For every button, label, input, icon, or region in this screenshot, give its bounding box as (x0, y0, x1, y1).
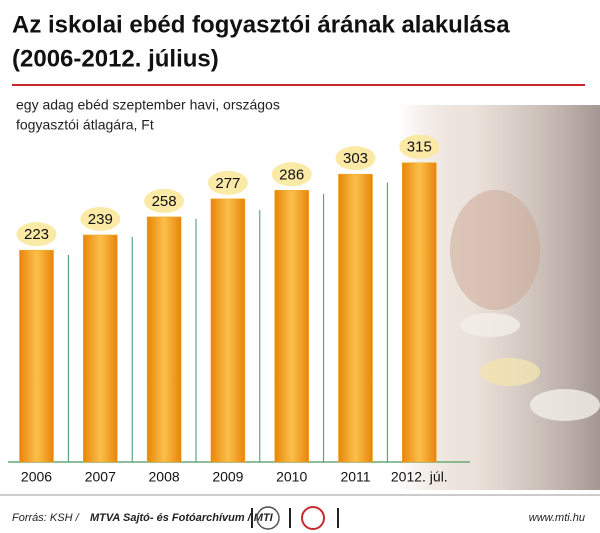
value-badge (80, 206, 121, 231)
bar (210, 198, 246, 463)
bar (83, 234, 118, 463)
source: MTVA Sajtó- és Fotóarchívum / MTI (90, 512, 274, 524)
x-tick-label: 2007 (85, 469, 116, 485)
bar (274, 190, 309, 463)
x-tick-label: 2009 (212, 469, 243, 485)
subtitle: fogyasztói átlagára, Ft (16, 117, 154, 133)
value-label: 315 (407, 139, 432, 156)
value-label: 277 (215, 175, 240, 192)
x-tick-label: 2010 (276, 469, 307, 485)
photo-plate (460, 313, 520, 337)
bar (146, 216, 182, 463)
value-label: 258 (152, 193, 177, 210)
logo (256, 506, 280, 530)
value-label: 303 (343, 150, 368, 167)
subtitle: egy adag ebéd szeptember havi, országos (16, 97, 280, 113)
x-tick-label: 2006 (21, 469, 52, 485)
value-badge (144, 188, 185, 213)
value-badge (207, 170, 248, 195)
value-badge (399, 134, 440, 159)
x-tick-label: 2011 (340, 469, 370, 485)
source-prefix: Forrás: KSH / (12, 512, 80, 524)
value-label: 239 (88, 211, 113, 228)
bar (338, 173, 373, 463)
photo-child (450, 190, 540, 310)
value-badge (271, 162, 312, 187)
photo-plate (530, 389, 600, 421)
value-badge (16, 222, 57, 247)
logo (301, 506, 325, 530)
value-badge (335, 146, 376, 171)
bar (19, 249, 54, 463)
value-label: 223 (24, 226, 49, 243)
value-label: 286 (279, 166, 304, 183)
x-tick-label: 2012. júl. (391, 469, 448, 485)
photo-plate (480, 358, 540, 386)
title: Az iskolai ebéd fogyasztói árának alakul… (12, 11, 510, 38)
x-tick-label: 2008 (149, 469, 180, 485)
website: www.mti.hu (529, 512, 585, 524)
bar (402, 162, 437, 463)
title: (2006-2012. július) (12, 45, 219, 72)
